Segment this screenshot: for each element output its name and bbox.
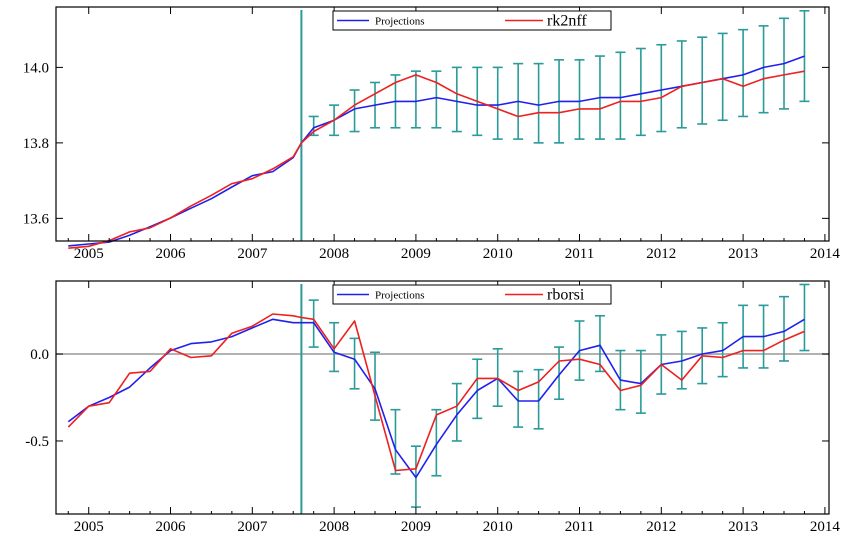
x-tick-label: 2013 — [728, 519, 758, 535]
legend-box — [332, 10, 612, 31]
x-tick-label: 2005 — [74, 246, 104, 262]
error-bar — [390, 408, 401, 475]
legend-label-series: rborsi — [547, 287, 585, 304]
error-bar — [329, 321, 340, 373]
error-bar — [370, 351, 381, 421]
error-bar — [533, 62, 544, 144]
x-tick-label: 2006 — [156, 246, 187, 262]
x-tick-label: 2010 — [483, 246, 513, 262]
error-bar — [799, 283, 810, 352]
error-bar — [533, 368, 544, 430]
error-bar — [492, 348, 503, 407]
error-bar — [431, 70, 442, 129]
error-bar — [410, 70, 421, 129]
error-bar — [349, 337, 360, 390]
plot-frame — [55, 6, 830, 242]
y-tick-label: -0.5 — [25, 434, 49, 450]
error-bar — [492, 66, 503, 140]
x-tick-label: 2008 — [319, 246, 349, 262]
error-bar — [451, 382, 462, 442]
legend-label-projections: Projections — [375, 290, 425, 302]
x-tick-label: 2009 — [401, 519, 431, 535]
y-tick-label: 13.8 — [23, 136, 49, 152]
error-bar — [431, 408, 442, 477]
x-tick-label: 2012 — [646, 246, 676, 262]
error-bar — [635, 349, 646, 414]
y-tick-label: 14.0 — [23, 60, 49, 76]
chart-rborsi: 2005 2006 2007 2008 2009 2010 2011 2012 2013 2014… — [25, 280, 841, 535]
error-bar — [594, 314, 605, 373]
x-tick-label: 2012 — [646, 519, 676, 535]
error-bar — [513, 370, 524, 428]
error-bar — [349, 89, 360, 133]
legend-box — [332, 284, 612, 305]
x-tick-label: 2014 — [810, 519, 841, 535]
error-bar — [635, 47, 646, 137]
x-tick-label: 2005 — [74, 519, 104, 535]
chart-rk2nff: 2005 2006 2007 2008 2009 2010 2011 2012 2013 2014… — [23, 6, 841, 262]
error-bar — [574, 59, 585, 140]
error-bar — [779, 295, 790, 362]
error-bar — [451, 66, 462, 133]
projections-line — [67, 318, 805, 479]
x-tick-label: 2006 — [156, 519, 187, 535]
error-bar — [697, 36, 708, 125]
legend-label-projections: Projections — [375, 16, 425, 28]
x-tick-label: 2011 — [565, 246, 594, 262]
x-tick-label: 2007 — [237, 519, 268, 535]
error-bar — [656, 43, 667, 133]
error-bar — [758, 25, 769, 114]
error-bar — [676, 40, 687, 129]
x-tick-label: 2009 — [401, 246, 431, 262]
x-tick-label: 2013 — [728, 246, 758, 262]
x-tick-label: 2011 — [565, 519, 594, 535]
projections-line — [68, 55, 805, 247]
x-tick-label: 2010 — [483, 519, 513, 535]
error-bar — [717, 32, 728, 122]
error-bar — [738, 28, 749, 118]
y-tick-label: 0.0 — [30, 347, 49, 363]
legend-label-series: rk2nff — [547, 13, 587, 30]
legend: Projections rborsi — [332, 284, 612, 305]
x-tick-label: 2008 — [319, 519, 349, 535]
x-tick-label: 2007 — [237, 246, 268, 262]
legend: Projections rk2nff — [332, 10, 612, 31]
x-tick-label: 2014 — [810, 246, 841, 262]
error-bar — [615, 51, 626, 140]
actual-series-line — [67, 313, 805, 472]
y-tick-label: 13.6 — [23, 211, 50, 227]
actual-series-line — [68, 70, 805, 249]
error-bar — [554, 346, 565, 401]
error-bar — [472, 358, 483, 420]
plot-frame — [55, 280, 830, 515]
